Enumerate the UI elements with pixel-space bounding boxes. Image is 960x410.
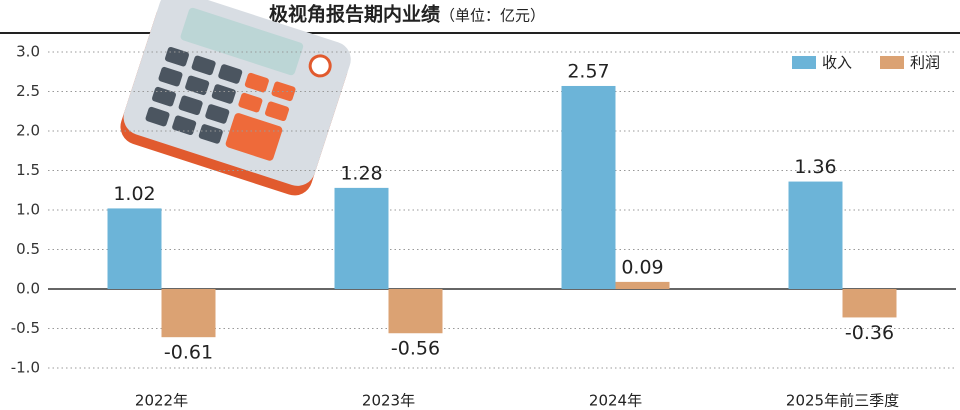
bar	[842, 289, 897, 318]
bar	[788, 181, 843, 289]
x-tick-label: 2022年	[135, 392, 188, 410]
y-tick-label: 3.0	[16, 43, 40, 61]
y-tick-label: -1.0	[11, 359, 40, 377]
x-tick-label: 2023年	[362, 392, 415, 410]
y-tick-label: 0.0	[16, 280, 40, 298]
y-tick-label: 2.0	[16, 122, 40, 140]
bar	[561, 85, 616, 289]
x-tick-label: 2024年	[589, 392, 642, 410]
value-label: 1.36	[794, 156, 836, 178]
chart-title: 极视角报告期内业绩	[269, 3, 440, 26]
bar	[161, 289, 216, 338]
chart-subtitle: （单位：亿元）	[440, 7, 545, 25]
value-label: 1.28	[340, 162, 382, 184]
value-label: -0.61	[164, 342, 213, 364]
bar	[615, 281, 670, 289]
value-label: 1.02	[113, 183, 155, 205]
legend-label: 利润	[910, 54, 940, 72]
y-tick-label: 2.5	[16, 82, 40, 100]
calculator-illustration	[120, 0, 351, 196]
value-label: 0.09	[621, 256, 663, 278]
y-tick-label: 1.5	[16, 161, 40, 179]
y-tick-label: 0.5	[16, 240, 40, 258]
value-label: 2.57	[567, 60, 609, 82]
legend-label: 收入	[822, 54, 852, 72]
y-tick-label: 1.0	[16, 201, 40, 219]
bar	[388, 289, 443, 334]
value-label: -0.56	[391, 338, 440, 360]
x-tick-label: 2025年前三季度	[786, 392, 899, 410]
bar	[107, 208, 162, 289]
bar	[334, 187, 389, 289]
value-label: -0.36	[845, 322, 894, 344]
y-tick-label: -0.5	[11, 319, 40, 337]
legend-swatch	[880, 56, 904, 69]
legend-swatch	[792, 56, 816, 69]
